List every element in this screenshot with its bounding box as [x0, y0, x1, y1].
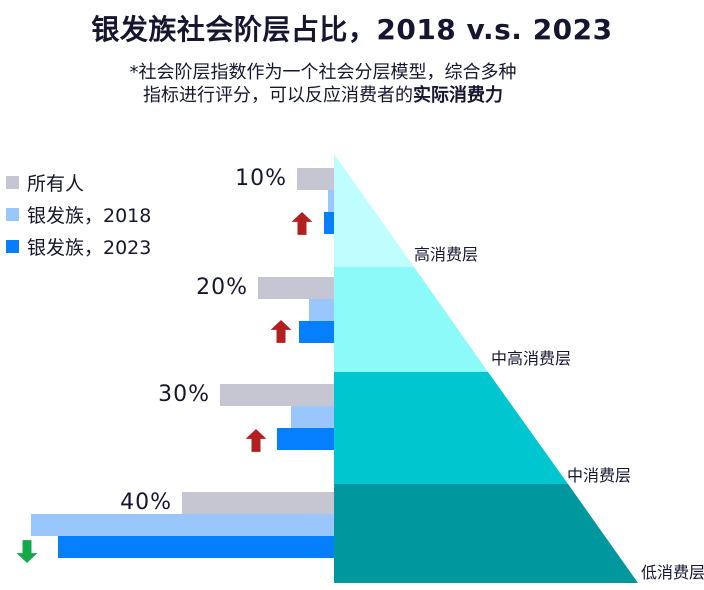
subtitle-line1: *社会阶层指数作为一个社会分层模型，综合多种 — [129, 62, 517, 83]
legend-swatch-icon — [6, 175, 19, 189]
pyramid-tier-2 — [334, 267, 488, 372]
tier-label-4: 低消费层 — [641, 563, 704, 582]
tier-label-1: 高消费层 — [414, 245, 479, 264]
bar-tier3-2023 — [277, 428, 334, 450]
pct-label-tier4: 40% — [120, 490, 172, 515]
bar-tier3-2018 — [291, 406, 334, 428]
trend-up-arrow-icon-tier1 — [291, 212, 313, 237]
legend-label: 所有人 — [27, 172, 85, 195]
tier-label-3: 中消费层 — [567, 466, 632, 485]
pct-label-tier3: 30% — [158, 382, 210, 407]
tier-label-2: 中高消费层 — [491, 349, 572, 368]
legend-item-2: 银发族，2023 — [6, 230, 151, 262]
bar-tier1-all — [297, 168, 334, 190]
subtitle-line2-bold: 实际消费力 — [413, 85, 503, 106]
trend-up-arrow-icon-tier3 — [245, 429, 267, 454]
bar-tier2-2018 — [309, 299, 334, 321]
legend-label: 银发族，2023 — [27, 236, 152, 259]
pyramid-tier-1 — [334, 154, 414, 267]
bar-tier4-2023 — [58, 536, 334, 558]
trend-up-arrow-icon-tier2 — [270, 320, 292, 345]
pct-label-tier1: 10% — [235, 166, 287, 191]
trend-down-arrow-icon-tier4 — [16, 538, 38, 563]
bar-tier1-2023 — [324, 212, 334, 234]
legend: 所有人银发族，2018 银发族，2023 — [6, 166, 151, 262]
bar-tier4-2018 — [31, 514, 334, 536]
pyramid-tier-4 — [334, 484, 638, 583]
bar-tier4-all — [182, 492, 334, 514]
pct-label-tier2: 20% — [196, 275, 248, 300]
pyramid — [334, 154, 638, 583]
subtitle-line2: 指标进行评分，可以反应消费者的 — [143, 85, 413, 106]
legend-swatch-icon — [6, 239, 19, 253]
legend-swatch-icon — [6, 207, 19, 221]
legend-item-1: 银发族，2018 — [6, 198, 151, 230]
bar-tier2-all — [258, 277, 334, 299]
bar-tier2-2023 — [299, 321, 334, 343]
bar-tier1-2018 — [328, 190, 334, 212]
legend-label: 银发族，2018 — [27, 204, 152, 227]
chart-subtitle: *社会阶层指数作为一个社会分层模型，综合多种 指标进行评分，可以反应消费者的实际… — [95, 61, 551, 107]
chart-title: 银发族社会阶层占比，2018 v.s. 2023 — [91, 13, 613, 46]
bar-tier3-all — [220, 384, 334, 406]
pyramid-tier-3 — [334, 372, 568, 484]
legend-item-0: 所有人 — [6, 166, 151, 198]
